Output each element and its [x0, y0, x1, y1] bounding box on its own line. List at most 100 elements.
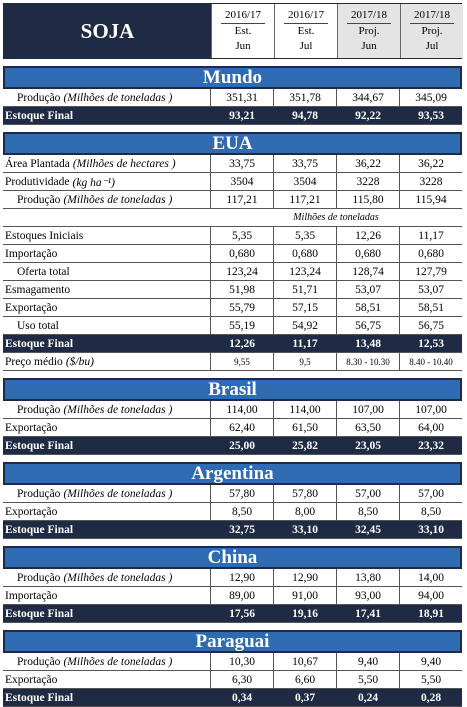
row-label: Importação [3, 245, 210, 262]
cell-value: 5,50 [399, 671, 462, 688]
table-row: Preço médio ($/bu) 9,55 9,5 8.30 - 10.30 8.40… [3, 353, 462, 371]
cell-value: 33,10 [399, 521, 462, 538]
table-row: Produtividade (kg ha⁻¹) 3504 3504 3228 3228 [3, 173, 462, 191]
section-title: China [3, 546, 462, 569]
column-header-line: Jun [235, 40, 251, 52]
row-label: Exportação [3, 503, 210, 520]
section-title: Paraguai [3, 630, 462, 653]
cell-value: 55,79 [210, 299, 273, 316]
cell-value: 93,21 [210, 107, 273, 124]
cell-value: 10,30 [210, 653, 273, 670]
cell-value: 58,51 [399, 299, 462, 316]
cell-value: 8,50 [336, 503, 399, 520]
row-label-text: Esmagamento [5, 283, 71, 296]
row-label: Exportação [3, 419, 210, 436]
cell-value: 17,56 [210, 605, 273, 622]
table-row: Produção (Milhões de toneladas ) 114,00 114… [3, 401, 462, 419]
table-row: Exportação 62,40 61,50 63,50 64,00 [3, 419, 462, 437]
table-row: Estoque Final 32,75 33,10 32,45 33,10 [3, 521, 462, 539]
row-label-text: Exportação [5, 505, 58, 518]
section-title: Argentina [3, 462, 462, 485]
cell-value: 92,22 [336, 107, 399, 124]
row-label-text: Produção [17, 655, 61, 668]
column-header-line: 2017/18 [346, 8, 392, 24]
cell-value: 123,24 [273, 263, 336, 280]
row-label-text: Área Plantada [5, 157, 70, 170]
row-unit: (Milhões de toneladas ) [63, 571, 173, 584]
cell-value: 11,17 [399, 227, 462, 244]
column-header-line: Proj. [421, 25, 443, 37]
row-label: Estoque Final [3, 689, 210, 706]
column-header: 2016/17 Est. Jul [274, 4, 337, 58]
section-title: Brasil [3, 378, 462, 401]
row-label [3, 209, 210, 226]
cell-value: 53,07 [399, 281, 462, 298]
soja-table: SOJA 2016/17 Est. Jun 2016/17 Est. Jul 2017/18… [3, 3, 463, 707]
column-header-line: Jul [299, 40, 313, 52]
cell-value: 117,21 [273, 191, 336, 208]
row-label-text: Produção [17, 193, 61, 206]
cell-value: 54,92 [273, 317, 336, 334]
row-label: Estoques Iniciais [3, 227, 210, 244]
cell-value: 9,5 [273, 353, 336, 370]
cell-value: 89,00 [210, 587, 273, 604]
cell-value: 0,680 [336, 245, 399, 262]
cell-value: 14,00 [399, 569, 462, 586]
cell-value: 56,75 [399, 317, 462, 334]
row-label: Importação [3, 587, 210, 604]
row-label: Produção (Milhões de toneladas ) [3, 569, 210, 586]
section: Mundo Produção (Milhões de toneladas ) 351,… [3, 66, 462, 125]
row-label-text: Preço médio [5, 355, 63, 368]
table-row: Exportação 8,50 8,00 8,50 8,50 [3, 503, 462, 521]
cell-value: 12,90 [210, 569, 273, 586]
row-label-text: Uso total [17, 319, 59, 332]
cell-value: 8,50 [399, 503, 462, 520]
column-header-line: 2016/17 [283, 8, 329, 24]
cell-value: 25,00 [210, 437, 273, 454]
cell-value: 115,94 [399, 191, 462, 208]
cell-value: 8.30 - 10.30 [336, 353, 399, 370]
cell-value: 0,680 [273, 245, 336, 262]
cell-value: 3504 [210, 173, 273, 190]
row-unit: (kg ha⁻¹) [72, 176, 115, 189]
row-label: Produção (Milhões de toneladas ) [3, 191, 210, 208]
row-label: Produção (Milhões de toneladas ) [3, 401, 210, 418]
cell-value: 351,78 [273, 89, 336, 106]
row-label: Estoque Final [3, 335, 210, 352]
cell-value: 36,22 [336, 155, 399, 172]
cell-value: 114,00 [273, 401, 336, 418]
cell-value: 12,53 [399, 335, 462, 352]
cell-value: 12,26 [336, 227, 399, 244]
row-label-text: Estoque Final [5, 337, 74, 350]
cell-value: 57,15 [273, 299, 336, 316]
row-label-text: Oferta total [17, 265, 70, 278]
table-row: Produção (Milhões de toneladas ) 351,31 351… [3, 89, 462, 107]
cell-value: 13,80 [336, 569, 399, 586]
cell-value: 93,53 [399, 107, 462, 124]
table-row: Importação 0,680 0,680 0,680 0,680 [3, 245, 462, 263]
row-unit: (Milhões de toneladas ) [63, 193, 173, 206]
cell-value: 128,74 [336, 263, 399, 280]
cell-value: 9,40 [336, 653, 399, 670]
sections: Mundo Produção (Milhões de toneladas ) 351,… [3, 66, 462, 707]
row-label: Esmagamento [3, 281, 210, 298]
cell-value: 0,28 [399, 689, 462, 706]
cell-value: 123,24 [210, 263, 273, 280]
cell-value: 91,00 [273, 587, 336, 604]
cell-value: 8,50 [210, 503, 273, 520]
column-header-line: Jul [425, 40, 439, 52]
cell-value: 63,50 [336, 419, 399, 436]
column-header: 2017/18 Proj. Jun [337, 4, 400, 58]
cell-value: 127,79 [399, 263, 462, 280]
row-label: Produção (Milhões de toneladas ) [3, 485, 210, 502]
row-label: Estoque Final [3, 107, 210, 124]
cell-value: 8,00 [273, 503, 336, 520]
row-label-text: Estoque Final [5, 109, 74, 122]
row-label: Exportação [3, 299, 210, 316]
cell-value: 3504 [273, 173, 336, 190]
column-header-line: 2016/17 [220, 8, 266, 24]
section: Argentina Produção (Milhões de toneladas )… [3, 462, 462, 539]
table-row: Produção (Milhões de toneladas ) 10,30 10,6… [3, 653, 462, 671]
row-label: Área Plantada (Milhões de hectares ) [3, 155, 210, 172]
